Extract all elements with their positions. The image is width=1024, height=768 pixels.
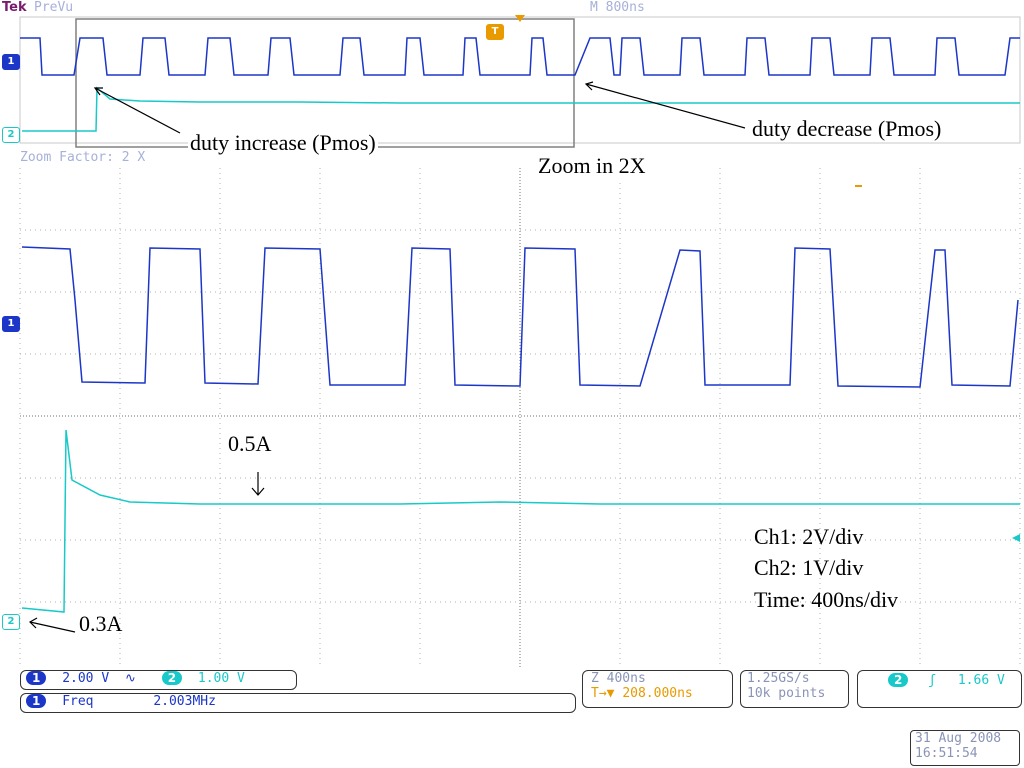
trigger-position: 208.000ns	[622, 686, 693, 701]
record-length: 10k points	[747, 686, 826, 701]
brand-logo: Tek	[2, 0, 27, 15]
annotation-arrows	[29, 81, 746, 633]
ch2-ground-marker-overview[interactable]: 2	[2, 127, 20, 143]
current-high-label: 0.5A	[228, 431, 272, 456]
overview-ch1-trace	[20, 37, 1020, 76]
time: 16:51:54	[915, 746, 978, 761]
current-low-label: 0.3A	[79, 611, 123, 636]
zoom-center-axes	[20, 168, 1020, 668]
zoom-timebase: Z 400ns	[591, 671, 646, 686]
ch1-coupling-icon: ∿	[124, 671, 136, 686]
measurement-value: 2.003MHz	[153, 694, 216, 709]
time-scale-note: Time: 400ns/div	[754, 587, 899, 612]
measurement-label: Freq	[62, 694, 94, 709]
ch1-volts: 2.00 V	[62, 671, 110, 686]
ch1-ground-marker-overview[interactable]: 1	[2, 54, 20, 70]
trigger-slope-icon: ʃ	[928, 673, 937, 688]
trigger-position-marker	[515, 15, 525, 22]
ch2-scale-note: Ch2: 1V/div	[754, 555, 864, 580]
zoom-timebase-readout[interactable]: Z 400ns T→▼ 208.000ns	[582, 670, 733, 708]
zoom-ch2-trace	[21, 429, 1020, 613]
trigger-source-badge: 2	[888, 673, 909, 687]
trigger-marker[interactable]: T	[486, 24, 504, 40]
trigger-level: 1.66 V	[957, 673, 1005, 688]
acquisition-mode: PreVu	[34, 0, 74, 15]
ch1-ground-marker[interactable]: 1	[2, 316, 20, 332]
zoom-ch1-trace	[21, 246, 1019, 388]
measurement-readout[interactable]: 1 Freq 2.003MHz	[20, 693, 576, 713]
ch2-volts: 1.00 V	[197, 671, 245, 686]
channel-readout[interactable]: 1 2.00 V ∿ 2 1.00 V	[20, 670, 297, 690]
duty-decrease-label: duty decrease (Pmos)	[750, 116, 944, 142]
trigger-level-marker	[1012, 534, 1020, 542]
duty-increase-label: duty increase (Pmos)	[188, 130, 378, 156]
ch1-badge: 1	[26, 671, 47, 685]
zoom-in-label: Zoom in 2X	[536, 153, 648, 179]
trigger-readout[interactable]: 2 ʃ 1.66 V	[857, 670, 1022, 708]
main-timebase: M 800ns	[590, 0, 645, 15]
ch2-badge: 2	[161, 671, 183, 685]
trigger-position-icon: T→▼	[591, 686, 615, 701]
ch1-scale-note: Ch1: 2V/div	[754, 524, 864, 549]
ch2-ground-marker[interactable]: 2	[2, 614, 20, 630]
acquisition-readout[interactable]: 1.25GS/s 10k points	[740, 670, 849, 708]
measurement-badge: 1	[26, 694, 47, 708]
sample-rate: 1.25GS/s	[747, 671, 810, 686]
zoom-factor-label: Zoom Factor: 2 X	[20, 150, 146, 165]
date: 31 Aug 2008	[915, 731, 1002, 746]
datetime-readout: 31 Aug 2008 16:51:54	[910, 730, 1020, 766]
